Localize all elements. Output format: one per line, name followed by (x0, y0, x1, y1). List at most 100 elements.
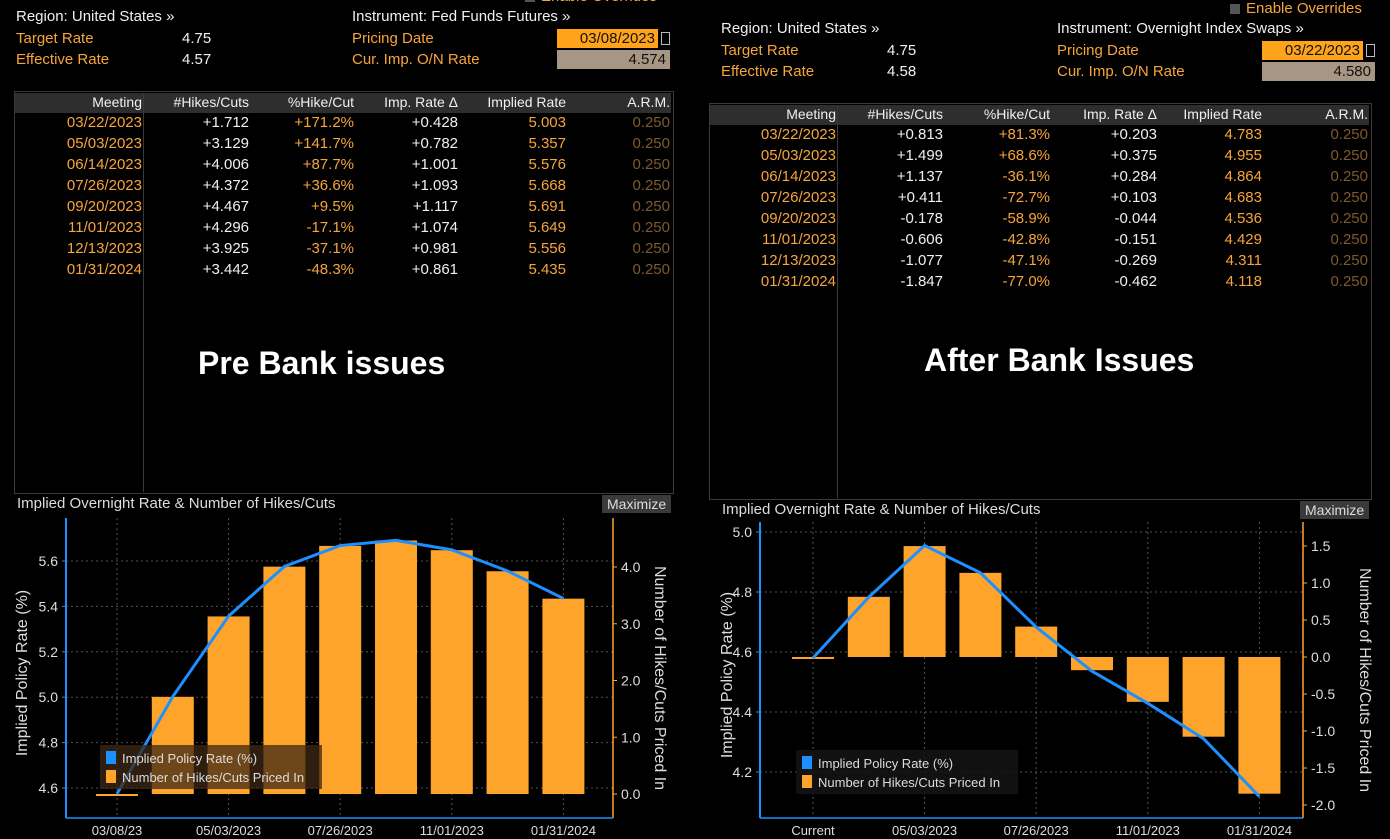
table-cell: 0.250 (632, 135, 670, 152)
effective-rate-value: 4.57 (182, 51, 212, 68)
calendar-icon[interactable] (1366, 44, 1375, 57)
column-header[interactable]: A.R.M. (627, 94, 670, 110)
table-row[interactable]: 06/14/2023 +4.006 +87.7% +1.001 5.576 0.250 (14, 156, 672, 177)
table-row[interactable]: 05/03/2023 +1.499 +68.6% +0.375 4.955 0.250 (709, 147, 1370, 168)
x-tick-label: 05/03/2023 (892, 823, 957, 838)
maximize-button[interactable]: Maximize (1300, 501, 1370, 519)
table-row[interactable]: 05/03/2023 +3.129 +141.7% +0.782 5.357 0.250 (14, 135, 672, 156)
table-cell: -0.044 (1114, 210, 1157, 227)
table-cell: 06/14/2023 (760, 168, 836, 185)
legend-label: Number of Hikes/Cuts Priced In (818, 775, 1000, 790)
enable-overrides-checkbox[interactable] (1230, 4, 1240, 14)
table-cell: 06/14/2023 (66, 156, 142, 173)
column-header[interactable]: Implied Rate (1183, 106, 1262, 122)
table-cell: 0.250 (632, 219, 670, 236)
enable-overrides-checkbox[interactable] (525, 0, 535, 2)
table-row[interactable]: 01/31/2024 +3.442 -48.3% +0.861 5.435 0.250 (14, 261, 672, 282)
y-tick-label: 4.6 (733, 644, 753, 660)
y2-tick-label: 1.0 (1311, 575, 1331, 591)
pricing-date-input[interactable]: 03/08/2023 (557, 29, 658, 48)
region-selector[interactable]: Region: United States » (16, 8, 175, 25)
pricing-date-label: Pricing Date (1057, 42, 1139, 59)
table-cell: -47.1% (1002, 252, 1050, 269)
table-row[interactable]: 06/14/2023 +1.137 -36.1% +0.284 4.864 0.250 (709, 168, 1370, 189)
table-row[interactable]: 01/31/2024 -1.847 -77.0% -0.462 4.118 0.250 (709, 273, 1370, 294)
y-tick-label: 4.8 (733, 584, 753, 600)
table-cell: +1.712 (202, 114, 249, 131)
legend-box (796, 750, 1018, 794)
y-axis-title: Implied Policy Rate (%) (719, 592, 736, 758)
maximize-button[interactable]: Maximize (602, 495, 672, 513)
table-divider (143, 93, 144, 492)
y2-tick-label: -1.5 (1311, 760, 1335, 776)
enable-overrides-label[interactable]: Enable Overrides (1246, 0, 1362, 17)
table-cell: 09/20/2023 (66, 198, 142, 215)
enable-overrides-label[interactable]: Enable Overrides (541, 0, 657, 5)
y2-tick-label: -0.5 (1311, 686, 1335, 702)
column-header[interactable]: Meeting (92, 94, 142, 110)
hikes-bar (1126, 657, 1169, 702)
legend-label: Number of Hikes/Cuts Priced In (122, 770, 304, 785)
y2-tick-label: -2.0 (1311, 797, 1335, 813)
column-header[interactable]: A.R.M. (1325, 106, 1368, 122)
table-cell: 0.250 (1330, 126, 1368, 143)
column-header[interactable]: Meeting (786, 106, 836, 122)
instrument-selector[interactable]: Instrument: Fed Funds Futures » (352, 8, 571, 25)
table-cell: 0.250 (1330, 168, 1368, 185)
table-cell: +1.093 (411, 177, 458, 194)
table-cell: 0.250 (632, 177, 670, 194)
column-header[interactable]: Imp. Rate Δ (1083, 106, 1157, 122)
table-cell: +0.782 (411, 135, 458, 152)
legend-swatch-bar (106, 770, 116, 783)
hikes-bar (1238, 657, 1281, 794)
cur-imp-rate-value: 4.580 (1262, 62, 1375, 81)
column-header[interactable]: %Hike/Cut (287, 94, 354, 110)
y-tick-label: 5.2 (39, 644, 59, 660)
calendar-icon[interactable] (661, 32, 670, 45)
table-cell: +1.074 (411, 219, 458, 236)
column-header[interactable]: #Hikes/Cuts (173, 94, 249, 110)
table-cell: 0.250 (1330, 273, 1368, 290)
table-row[interactable]: 11/01/2023 +4.296 -17.1% +1.074 5.649 0.250 (14, 219, 672, 240)
column-header[interactable]: Implied Rate (487, 94, 566, 110)
region-selector[interactable]: Region: United States » (721, 20, 880, 37)
table-frame (14, 91, 674, 494)
table-cell: 12/13/2023 (66, 240, 142, 257)
table-cell: +4.006 (202, 156, 249, 173)
table-cell: +87.7% (302, 156, 354, 173)
table-cell: 4.118 (1225, 273, 1262, 290)
overlay-caption: After Bank Issues (924, 342, 1195, 378)
pricing-date-input[interactable]: 03/22/2023 (1262, 41, 1363, 60)
table-cell: 05/03/2023 (760, 147, 836, 164)
table-cell: +1.001 (411, 156, 458, 173)
table-cell: +81.3% (998, 126, 1050, 143)
table-row[interactable]: 07/26/2023 +0.411 -72.7% +0.103 4.683 0.250 (709, 189, 1370, 210)
y-tick-label: 5.0 (733, 524, 753, 540)
effective-rate-label: Effective Rate (16, 51, 110, 68)
table-row[interactable]: 09/20/2023 -0.178 -58.9% -0.044 4.536 0.250 (709, 210, 1370, 231)
table-row[interactable]: 07/26/2023 +4.372 +36.6% +1.093 5.668 0.250 (14, 177, 672, 198)
implied-rate-line (811, 543, 1261, 798)
x-tick-label: 07/26/2023 (1004, 823, 1069, 838)
column-header[interactable]: Imp. Rate Δ (384, 94, 458, 110)
table-cell: +0.284 (1110, 168, 1157, 185)
table-cell: +0.375 (1110, 147, 1157, 164)
hikes-bar (1015, 626, 1058, 657)
column-header[interactable]: #Hikes/Cuts (867, 106, 943, 122)
table-row[interactable]: 12/13/2023 -1.077 -47.1% -0.269 4.311 0.250 (709, 252, 1370, 273)
legend-label: Implied Policy Rate (%) (818, 756, 953, 771)
column-header[interactable]: %Hike/Cut (983, 106, 1050, 122)
table-cell: 5.435 (528, 261, 566, 278)
table-row[interactable]: 03/22/2023 +0.813 +81.3% +0.203 4.783 0.250 (709, 126, 1370, 147)
table-cell: 0.250 (632, 198, 670, 215)
table-row[interactable]: 03/22/2023 +1.712 +171.2% +0.428 5.003 0.250 (14, 114, 672, 135)
y-tick-label: 4.4 (733, 704, 753, 720)
pricing-date-label: Pricing Date (352, 30, 434, 47)
table-row[interactable]: 11/01/2023 -0.606 -42.8% -0.151 4.429 0.250 (709, 231, 1370, 252)
table-row[interactable]: 12/13/2023 +3.925 -37.1% +0.981 5.556 0.250 (14, 240, 672, 261)
table-cell: 07/26/2023 (66, 177, 142, 194)
table-cell: -72.7% (1002, 189, 1050, 206)
instrument-selector[interactable]: Instrument: Overnight Index Swaps » (1057, 20, 1304, 37)
table-cell: 07/26/2023 (760, 189, 836, 206)
table-row[interactable]: 09/20/2023 +4.467 +9.5% +1.117 5.691 0.250 (14, 198, 672, 219)
